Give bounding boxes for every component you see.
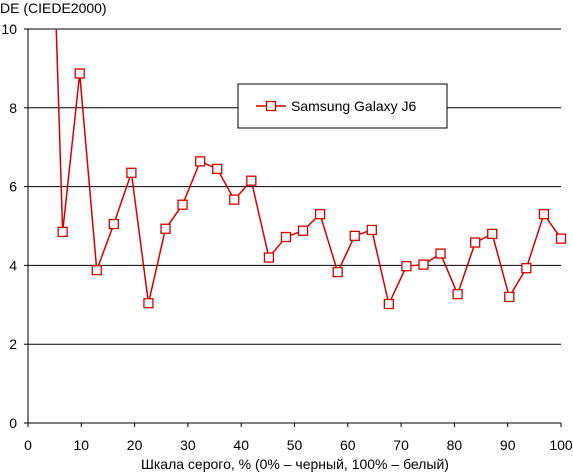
data-point bbox=[383, 298, 394, 310]
x-axis-title: Шкала серого, % (0% – черный, 100% – бел… bbox=[141, 456, 449, 472]
y-tick-label: 10 bbox=[1, 21, 17, 37]
data-point bbox=[108, 218, 119, 230]
x-tick-label: 40 bbox=[233, 437, 249, 453]
data-point bbox=[349, 230, 360, 242]
data-point bbox=[435, 248, 446, 259]
data-point bbox=[126, 167, 137, 178]
grid-lines bbox=[28, 28, 561, 345]
x-tick-label: 70 bbox=[393, 437, 409, 453]
data-point bbox=[195, 156, 206, 167]
data-point bbox=[280, 231, 292, 243]
data-point bbox=[263, 252, 275, 263]
data-point bbox=[246, 175, 257, 186]
data-point bbox=[366, 224, 377, 236]
data-point bbox=[538, 209, 550, 220]
x-tick-label: 90 bbox=[500, 437, 516, 453]
y-tick-label: 0 bbox=[9, 415, 17, 431]
data-point bbox=[91, 264, 102, 276]
x-tick-label: 0 bbox=[24, 437, 32, 453]
data-point bbox=[160, 223, 171, 234]
data-point bbox=[418, 259, 429, 270]
data-point bbox=[470, 237, 481, 248]
series-samsung-galaxy-j6 bbox=[55, 28, 567, 310]
series-line bbox=[55, 28, 562, 305]
data-point bbox=[297, 225, 309, 236]
legend-marker bbox=[265, 100, 277, 112]
data-point bbox=[212, 163, 223, 175]
y-tick-label: 6 bbox=[9, 179, 17, 195]
data-point bbox=[452, 289, 463, 300]
data-point bbox=[401, 261, 412, 272]
x-tick-label: 80 bbox=[447, 437, 463, 453]
x-tick-label: 60 bbox=[340, 437, 356, 453]
data-point bbox=[487, 228, 498, 240]
legend: Samsung Galaxy J6 bbox=[237, 83, 448, 129]
y-axis-title: DE (CIEDE2000) bbox=[0, 0, 107, 16]
data-point bbox=[74, 68, 85, 79]
y-tick-label: 8 bbox=[9, 100, 17, 116]
data-point bbox=[504, 291, 515, 303]
data-point bbox=[521, 263, 532, 274]
data-point bbox=[332, 266, 343, 278]
legend-label: Samsung Galaxy J6 bbox=[291, 98, 416, 114]
x-tick-label: 20 bbox=[127, 437, 143, 453]
x-tick-label: 50 bbox=[287, 437, 303, 453]
axes bbox=[24, 28, 562, 427]
y-tick-label: 2 bbox=[9, 336, 17, 352]
data-point bbox=[177, 199, 188, 210]
data-point bbox=[555, 233, 567, 244]
x-tick-label: 10 bbox=[74, 437, 90, 453]
x-tick-label: 100 bbox=[549, 437, 573, 453]
data-point bbox=[229, 194, 240, 205]
data-point bbox=[57, 226, 68, 238]
x-tick-label: 30 bbox=[180, 437, 196, 453]
data-point bbox=[143, 298, 154, 309]
y-tick-label: 4 bbox=[9, 257, 17, 273]
data-point bbox=[314, 209, 326, 220]
